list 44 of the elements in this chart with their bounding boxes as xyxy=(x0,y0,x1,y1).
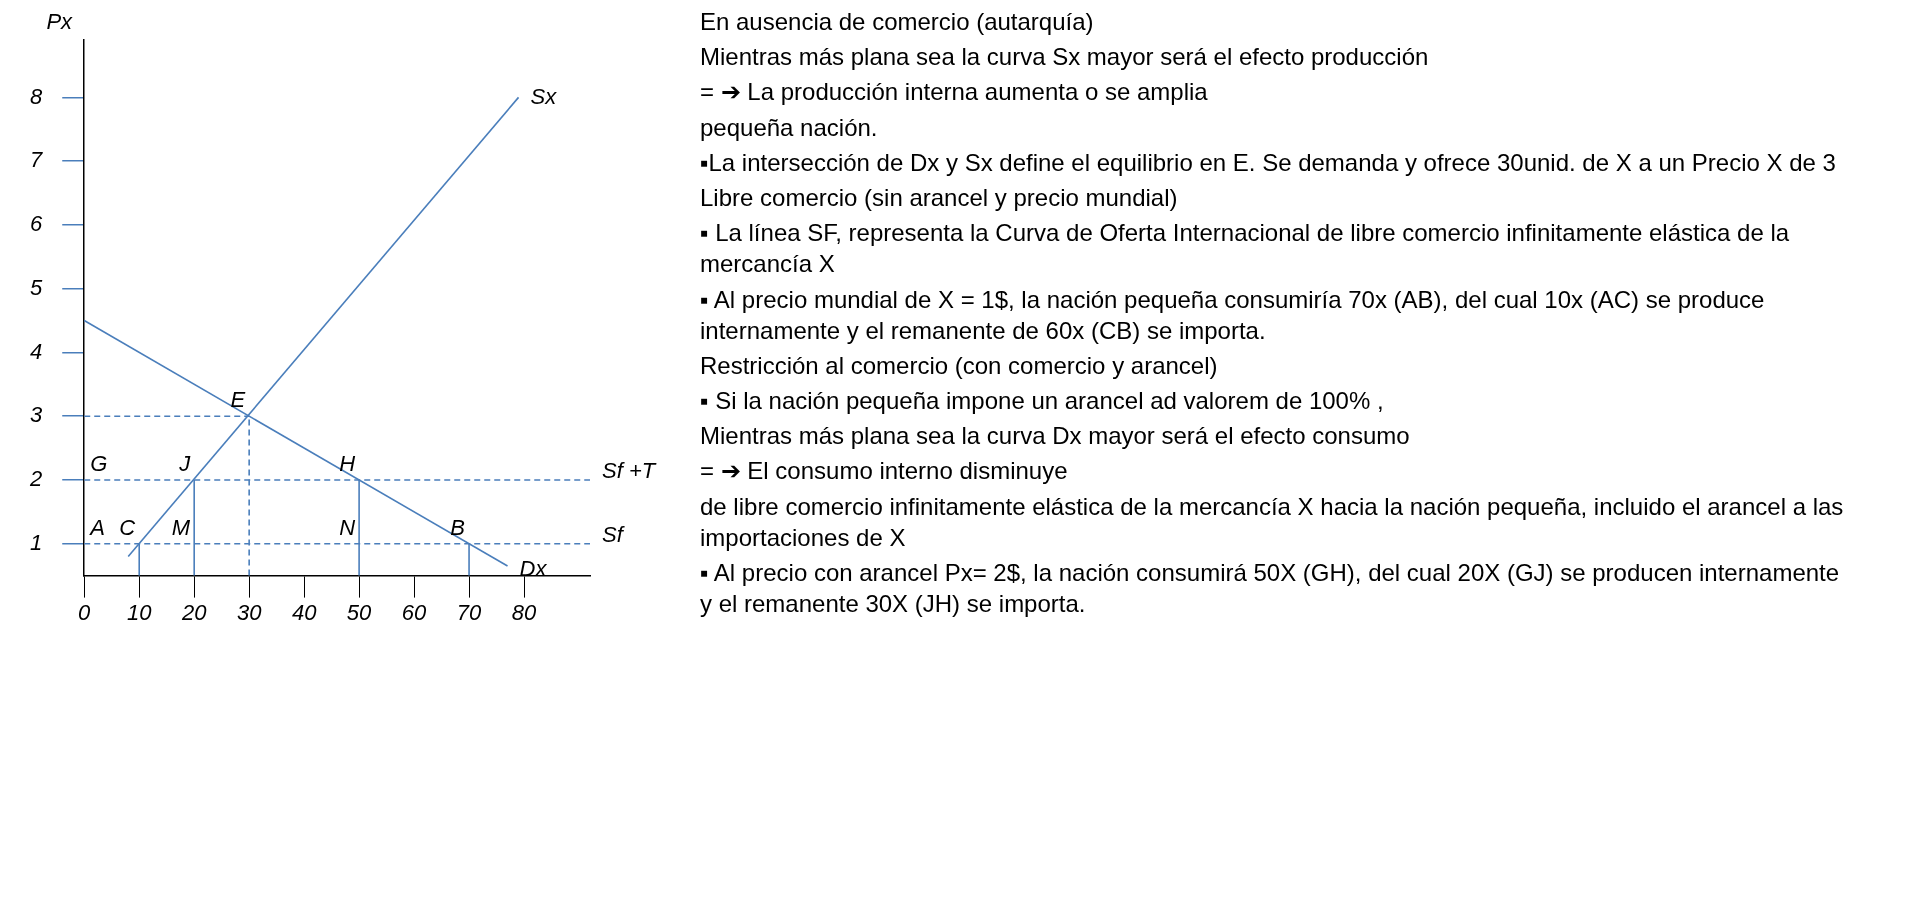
text: ▪La intersección de Dx y Sx define el equilibrio en E. Se demanda y ofrece 30unid. de X a un Precio X de 3 xyxy=(700,147,1837,178)
x-tick-label: 30 xyxy=(236,599,263,625)
y-tick-label: 4 xyxy=(29,338,43,364)
text: = ➔ El consumo interno disminuye xyxy=(700,456,1069,487)
annotation: J xyxy=(178,451,192,477)
series-label: Sf +T xyxy=(602,458,657,484)
annotation: N xyxy=(339,514,356,540)
x-tick-label: 10 xyxy=(126,599,153,625)
text: Restricción al comercio (con comercio y arancel) xyxy=(700,350,1219,381)
y-tick-label: 1 xyxy=(29,529,43,555)
y-axis-title: Px xyxy=(46,9,74,35)
annotation: M xyxy=(171,514,191,540)
text: pequeña nación. xyxy=(700,112,879,143)
annotation: B xyxy=(450,514,466,540)
annotation: A xyxy=(88,514,105,540)
series-label: Sf xyxy=(602,521,626,547)
annotation: E xyxy=(230,387,246,413)
x-tick-label: 20 xyxy=(180,599,208,625)
text: Mientras más plana sea la curva Dx mayor será el efecto consumo xyxy=(700,421,1411,452)
text: ▪ Al precio con arancel Px= 2$, la nación consumirá 50X (GH), del cual 20X (GJ) se producen internamente y el remanente 30X (JH) se importa. xyxy=(700,558,1841,620)
annotation: G xyxy=(90,451,108,477)
x-tick-label: 40 xyxy=(291,599,318,625)
y-tick-label: 5 xyxy=(29,274,43,300)
x-tick-label: 0 xyxy=(78,599,92,625)
y-tick-label: 7 xyxy=(29,147,43,173)
y-tick-label: 2 xyxy=(28,466,43,492)
text: ▪ Al precio mundial de X = 1$, la nación pequeña consumiría 70x (AB), del cual 10x (AC) se produce internamente y el remanente de 60x (CB) se importa. xyxy=(700,284,1766,346)
x-tick-label: 60 xyxy=(401,599,428,625)
text: ▪ La línea SF, representa la Curva de Oferta Internacional de libre comercio infinitamente elástica de la mercancía X xyxy=(700,218,1791,280)
annotation: C xyxy=(119,514,136,540)
y-tick-label: 8 xyxy=(29,83,43,109)
text: En ausencia de comercio (autarquía) xyxy=(700,7,1095,37)
text: de libre comercio infinitamente elástica de la mercancía X hacia la nación pequeña, incluido el arancel a las importaciones de X xyxy=(700,491,1845,553)
annotation: H xyxy=(339,451,356,477)
x-tick-label: 50 xyxy=(346,599,373,625)
series-label: Sx xyxy=(530,83,558,109)
y-tick-label: 3 xyxy=(29,402,43,428)
text: = ➔ La producción interna aumenta o se amplia xyxy=(700,77,1209,108)
text: Libre comercio (sin arancel y precio mundial) xyxy=(700,182,1179,213)
x-tick-label: 70 xyxy=(456,599,483,625)
x-tick-label: 80 xyxy=(511,599,538,625)
text: ▪ Si la nación pequeña impone un arancel ad valorem de 100% , xyxy=(700,386,1385,417)
y-tick-label: 6 xyxy=(29,211,43,237)
text: Mientras más plana sea la curva Sx mayor será el efecto producción xyxy=(700,42,1430,73)
